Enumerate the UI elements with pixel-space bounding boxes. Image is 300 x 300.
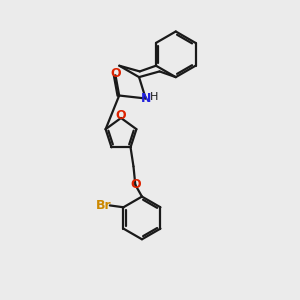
Text: H: H (150, 92, 158, 102)
Text: N: N (140, 92, 151, 105)
Text: O: O (110, 67, 121, 80)
Text: O: O (131, 178, 141, 191)
Text: O: O (116, 109, 126, 122)
Text: Br: Br (95, 199, 111, 212)
